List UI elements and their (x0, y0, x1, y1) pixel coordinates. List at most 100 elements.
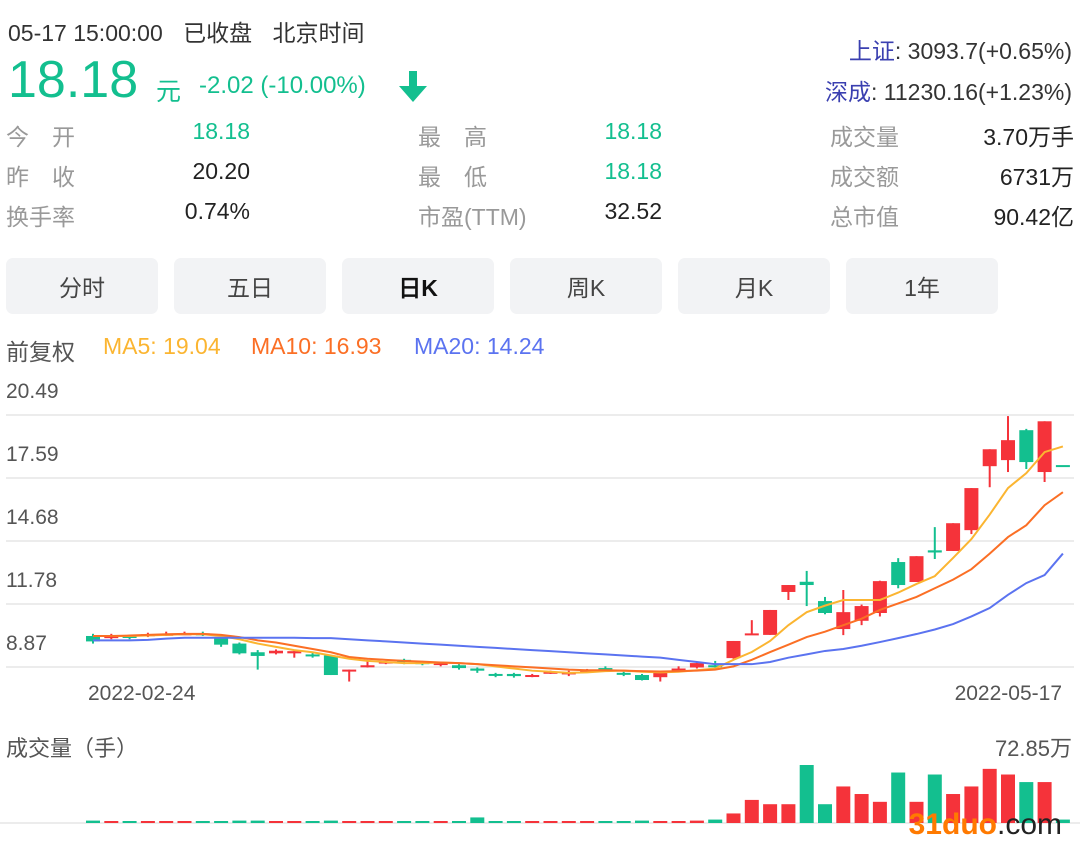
volume-bar (598, 821, 613, 823)
volume-bar (140, 821, 155, 823)
volume-bar (1019, 782, 1034, 823)
candle-down (891, 562, 906, 586)
tab-intraday[interactable]: 分时 (6, 258, 158, 314)
tab-five-day[interactable]: 五日 (174, 258, 326, 314)
quote-datetime: 05-17 15:00:00 (8, 20, 163, 46)
candle-up (726, 640, 741, 659)
stat-label: 成交量 (830, 124, 899, 150)
candle-up (287, 651, 302, 654)
candle-up (689, 663, 704, 668)
stat-label: 最 高 (418, 124, 487, 150)
stat-label: 成交额 (830, 164, 899, 190)
y-tick: 8.87 (6, 632, 47, 655)
volume-bar (964, 786, 979, 823)
candle-up (104, 635, 119, 639)
candle-down (323, 655, 338, 676)
candle-down (1019, 430, 1034, 463)
volume-bar (470, 817, 485, 823)
market-status: 已收盘 (183, 20, 253, 46)
volume-bar (122, 821, 137, 823)
volume-bar (342, 821, 357, 823)
stat-value: 18.18 (604, 118, 662, 144)
tab-monthly-k[interactable]: 月K (678, 258, 830, 314)
tab-label: 周K (566, 275, 606, 301)
legend-ma20: MA20: 14.24 (414, 333, 545, 359)
volume-bar (561, 821, 576, 823)
volume-bar (360, 821, 375, 823)
volume-bar (214, 821, 229, 823)
candle-up (433, 663, 448, 666)
candle-down (470, 668, 485, 671)
volume-bar (781, 804, 796, 823)
candle-up (946, 523, 961, 551)
stat-value: 18.18 (604, 158, 662, 184)
volume-bar (305, 821, 320, 823)
tab-weekly-k[interactable]: 周K (510, 258, 662, 314)
volume-bar (177, 821, 192, 823)
quote-header: 05-17 15:00:00 已收盘 北京时间 (8, 14, 379, 48)
volume-bar (763, 804, 778, 823)
index-value: : 11230.16(+1.23%) (871, 79, 1072, 105)
candle-down (214, 638, 229, 645)
volume-bar (488, 821, 503, 823)
volume-bar (1001, 774, 1015, 823)
volume-bar (854, 794, 869, 823)
stat-value: 20.20 (192, 158, 250, 184)
timezone-label: 北京时间 (272, 20, 365, 46)
volume-bar (726, 813, 741, 823)
volume-label: 成交量（手） (6, 736, 139, 761)
volume-bar (689, 820, 704, 823)
candle-up (671, 668, 686, 671)
candle-down (635, 675, 649, 681)
candle-up (525, 675, 540, 678)
volume-bar (543, 821, 558, 823)
price-change: -2.02 (-10.00%) (199, 72, 366, 99)
price-unit: 元 (156, 78, 182, 106)
index-name: 上证 (848, 38, 895, 64)
volume-bar (250, 820, 265, 823)
stat-label: 今 开 (6, 124, 75, 150)
volume-bar (195, 821, 210, 823)
legend-ma10: MA10: 16.93 (251, 333, 382, 359)
y-tick: 20.49 (6, 380, 59, 403)
candle-down (1055, 465, 1070, 468)
volume-bar (159, 821, 174, 823)
x-label-end: 2022-05-17 (954, 682, 1062, 705)
tab-one-year[interactable]: 1年 (846, 258, 998, 314)
candle-down (927, 550, 942, 553)
volume-bar (232, 820, 247, 823)
arrow-down-icon (398, 70, 428, 109)
candle-up (1037, 421, 1052, 473)
candle-down (598, 668, 613, 671)
candle-up (744, 633, 759, 636)
volume-bar (415, 821, 430, 823)
watermark-suffix: .com (996, 808, 1062, 841)
volume-bar (836, 786, 851, 823)
candle-down (488, 673, 503, 676)
candle-up (269, 650, 283, 654)
volume-bar (982, 768, 997, 823)
adjust-mode[interactable]: 前复权 (6, 339, 75, 365)
ma20-line (93, 552, 1064, 666)
candle-down (799, 581, 814, 586)
candle-up (781, 585, 796, 592)
tab-daily-k[interactable]: 日K (342, 258, 494, 314)
candle-up (872, 581, 887, 613)
volume-bar (580, 821, 595, 823)
ma5-line (93, 445, 1064, 674)
candle-up (360, 665, 375, 668)
index-shenzhen[interactable]: 深成: 11230.16(+1.23%) (825, 73, 1072, 107)
index-value: : 3093.7(+0.65%) (894, 38, 1072, 64)
volume-bar (506, 821, 521, 823)
candle-up (909, 556, 924, 582)
candle-down (506, 673, 521, 677)
volume-bar (616, 821, 631, 823)
volume-bar (269, 821, 283, 823)
candle-up (763, 609, 778, 635)
candle-down (305, 654, 320, 657)
volume-bar (653, 821, 668, 823)
candle-down (616, 672, 631, 675)
current-price: 18.18 (8, 51, 139, 109)
index-shanghai[interactable]: 上证: 3093.7(+0.65%) (849, 32, 1072, 66)
